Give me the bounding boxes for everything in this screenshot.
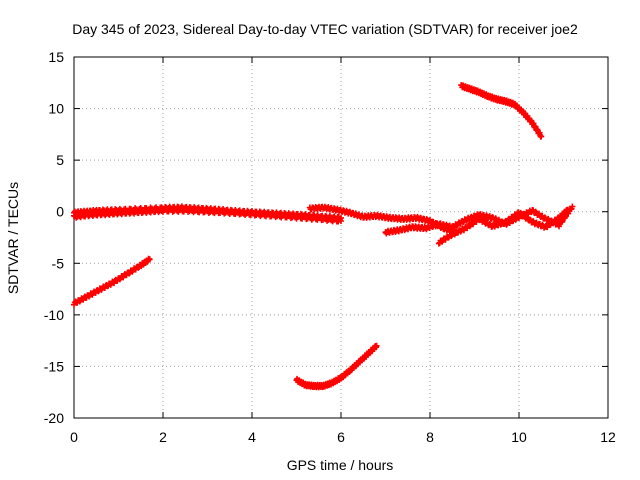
x-axis-title: GPS time / hours	[287, 457, 394, 473]
data-point	[517, 209, 524, 216]
data-point	[564, 206, 571, 213]
data-point	[506, 217, 513, 224]
x-tick-label: 4	[248, 429, 256, 445]
x-tick-label: 2	[159, 429, 167, 445]
series-arc-main-lower	[71, 206, 344, 225]
x-axis-ticks: 0 2 4 6 8 10 12	[70, 57, 616, 445]
data-point	[569, 203, 576, 210]
y-tick-label: 10	[48, 101, 64, 117]
data-point	[466, 223, 473, 230]
x-tick-label: 0	[70, 429, 78, 445]
y-axis-title: SDTVAR / TECUs	[5, 182, 21, 294]
y-tick-label: -10	[44, 307, 64, 323]
y-tick-label: 15	[48, 49, 64, 65]
series-arc-top-right	[458, 82, 545, 140]
y-tick-label: -20	[44, 410, 64, 426]
grid-lines	[74, 57, 608, 418]
series-arc-low-left	[71, 255, 153, 308]
x-tick-label: 10	[511, 429, 527, 445]
y-tick-label: -5	[52, 255, 65, 271]
series-arc-bottom	[293, 342, 380, 391]
series-arc-right-b	[435, 206, 571, 247]
y-tick-label: -15	[44, 358, 64, 374]
data-marks	[71, 82, 576, 391]
chart-title: Day 345 of 2023, Sidereal Day-to-day VTE…	[72, 21, 578, 37]
data-point	[538, 133, 545, 140]
y-tick-label: 0	[56, 204, 64, 220]
x-tick-label: 8	[426, 429, 434, 445]
data-point	[373, 342, 380, 349]
x-tick-label: 6	[337, 429, 345, 445]
data-point	[146, 256, 153, 263]
y-axis-ticks: -20 -15 -10 -5 0 5 10 15	[44, 49, 608, 426]
data-point	[559, 218, 566, 225]
y-tick-label: 5	[56, 152, 64, 168]
data-point	[338, 217, 344, 224]
x-tick-label: 12	[600, 429, 616, 445]
